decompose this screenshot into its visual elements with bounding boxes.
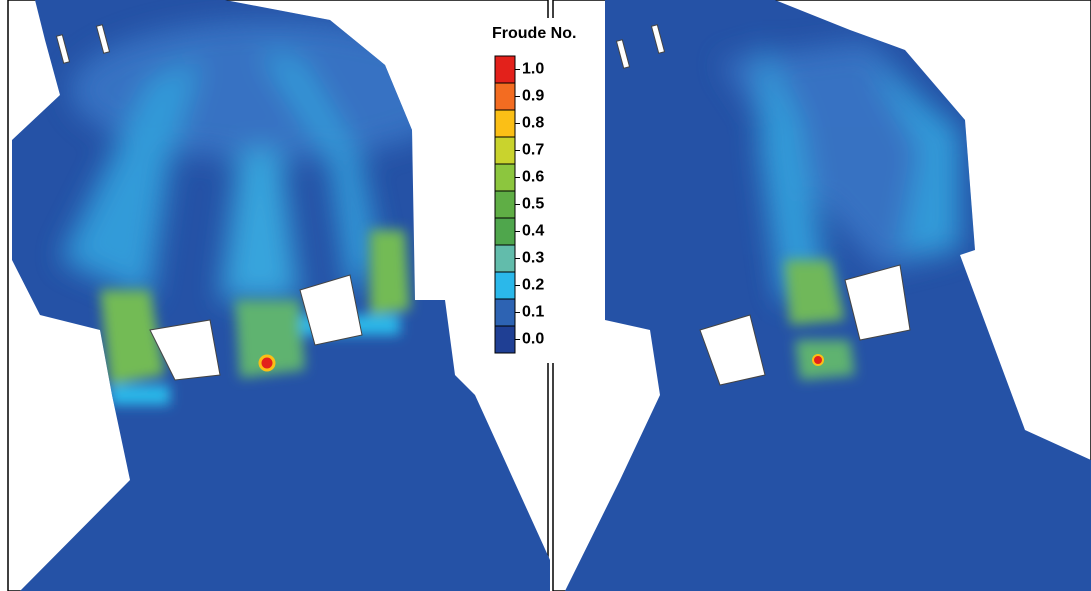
right-contour [553,0,1091,591]
legend-label: 0.0 [522,331,544,348]
legend-title: Froude No. [492,25,576,42]
legend-swatch [495,299,515,326]
legend-swatch [495,83,515,110]
legend-label: 1.0 [522,61,544,78]
legend-label: 0.5 [522,196,544,213]
legend-swatch [495,218,515,245]
legend-swatch [495,164,515,191]
legend-label: 0.8 [522,115,544,132]
legend-swatch [495,110,515,137]
left-contour [0,0,550,591]
legend-label: 0.7 [522,142,544,159]
legend-label: 0.2 [522,277,544,294]
legend-label: 0.3 [522,250,544,267]
legend-label: 0.6 [522,169,544,186]
legend-swatch [495,245,515,272]
legend-swatch [495,191,515,218]
legend-swatch [495,56,515,83]
legend-label: 0.9 [522,88,544,105]
legend-swatch [495,137,515,164]
legend-label: 0.1 [522,304,544,321]
legend-label: 0.4 [522,223,544,240]
figure: Froude No. 1.0 0.9 0.8 0.7 0.6 0.5 0.4 0.3 0.2 0.… [0,0,1091,591]
legend-swatch [495,326,515,353]
legend-swatch [495,272,515,299]
page: Froude No. 1.0 0.9 0.8 0.7 0.6 0.5 0.4 0.3 0.2 0.… [0,0,1091,591]
